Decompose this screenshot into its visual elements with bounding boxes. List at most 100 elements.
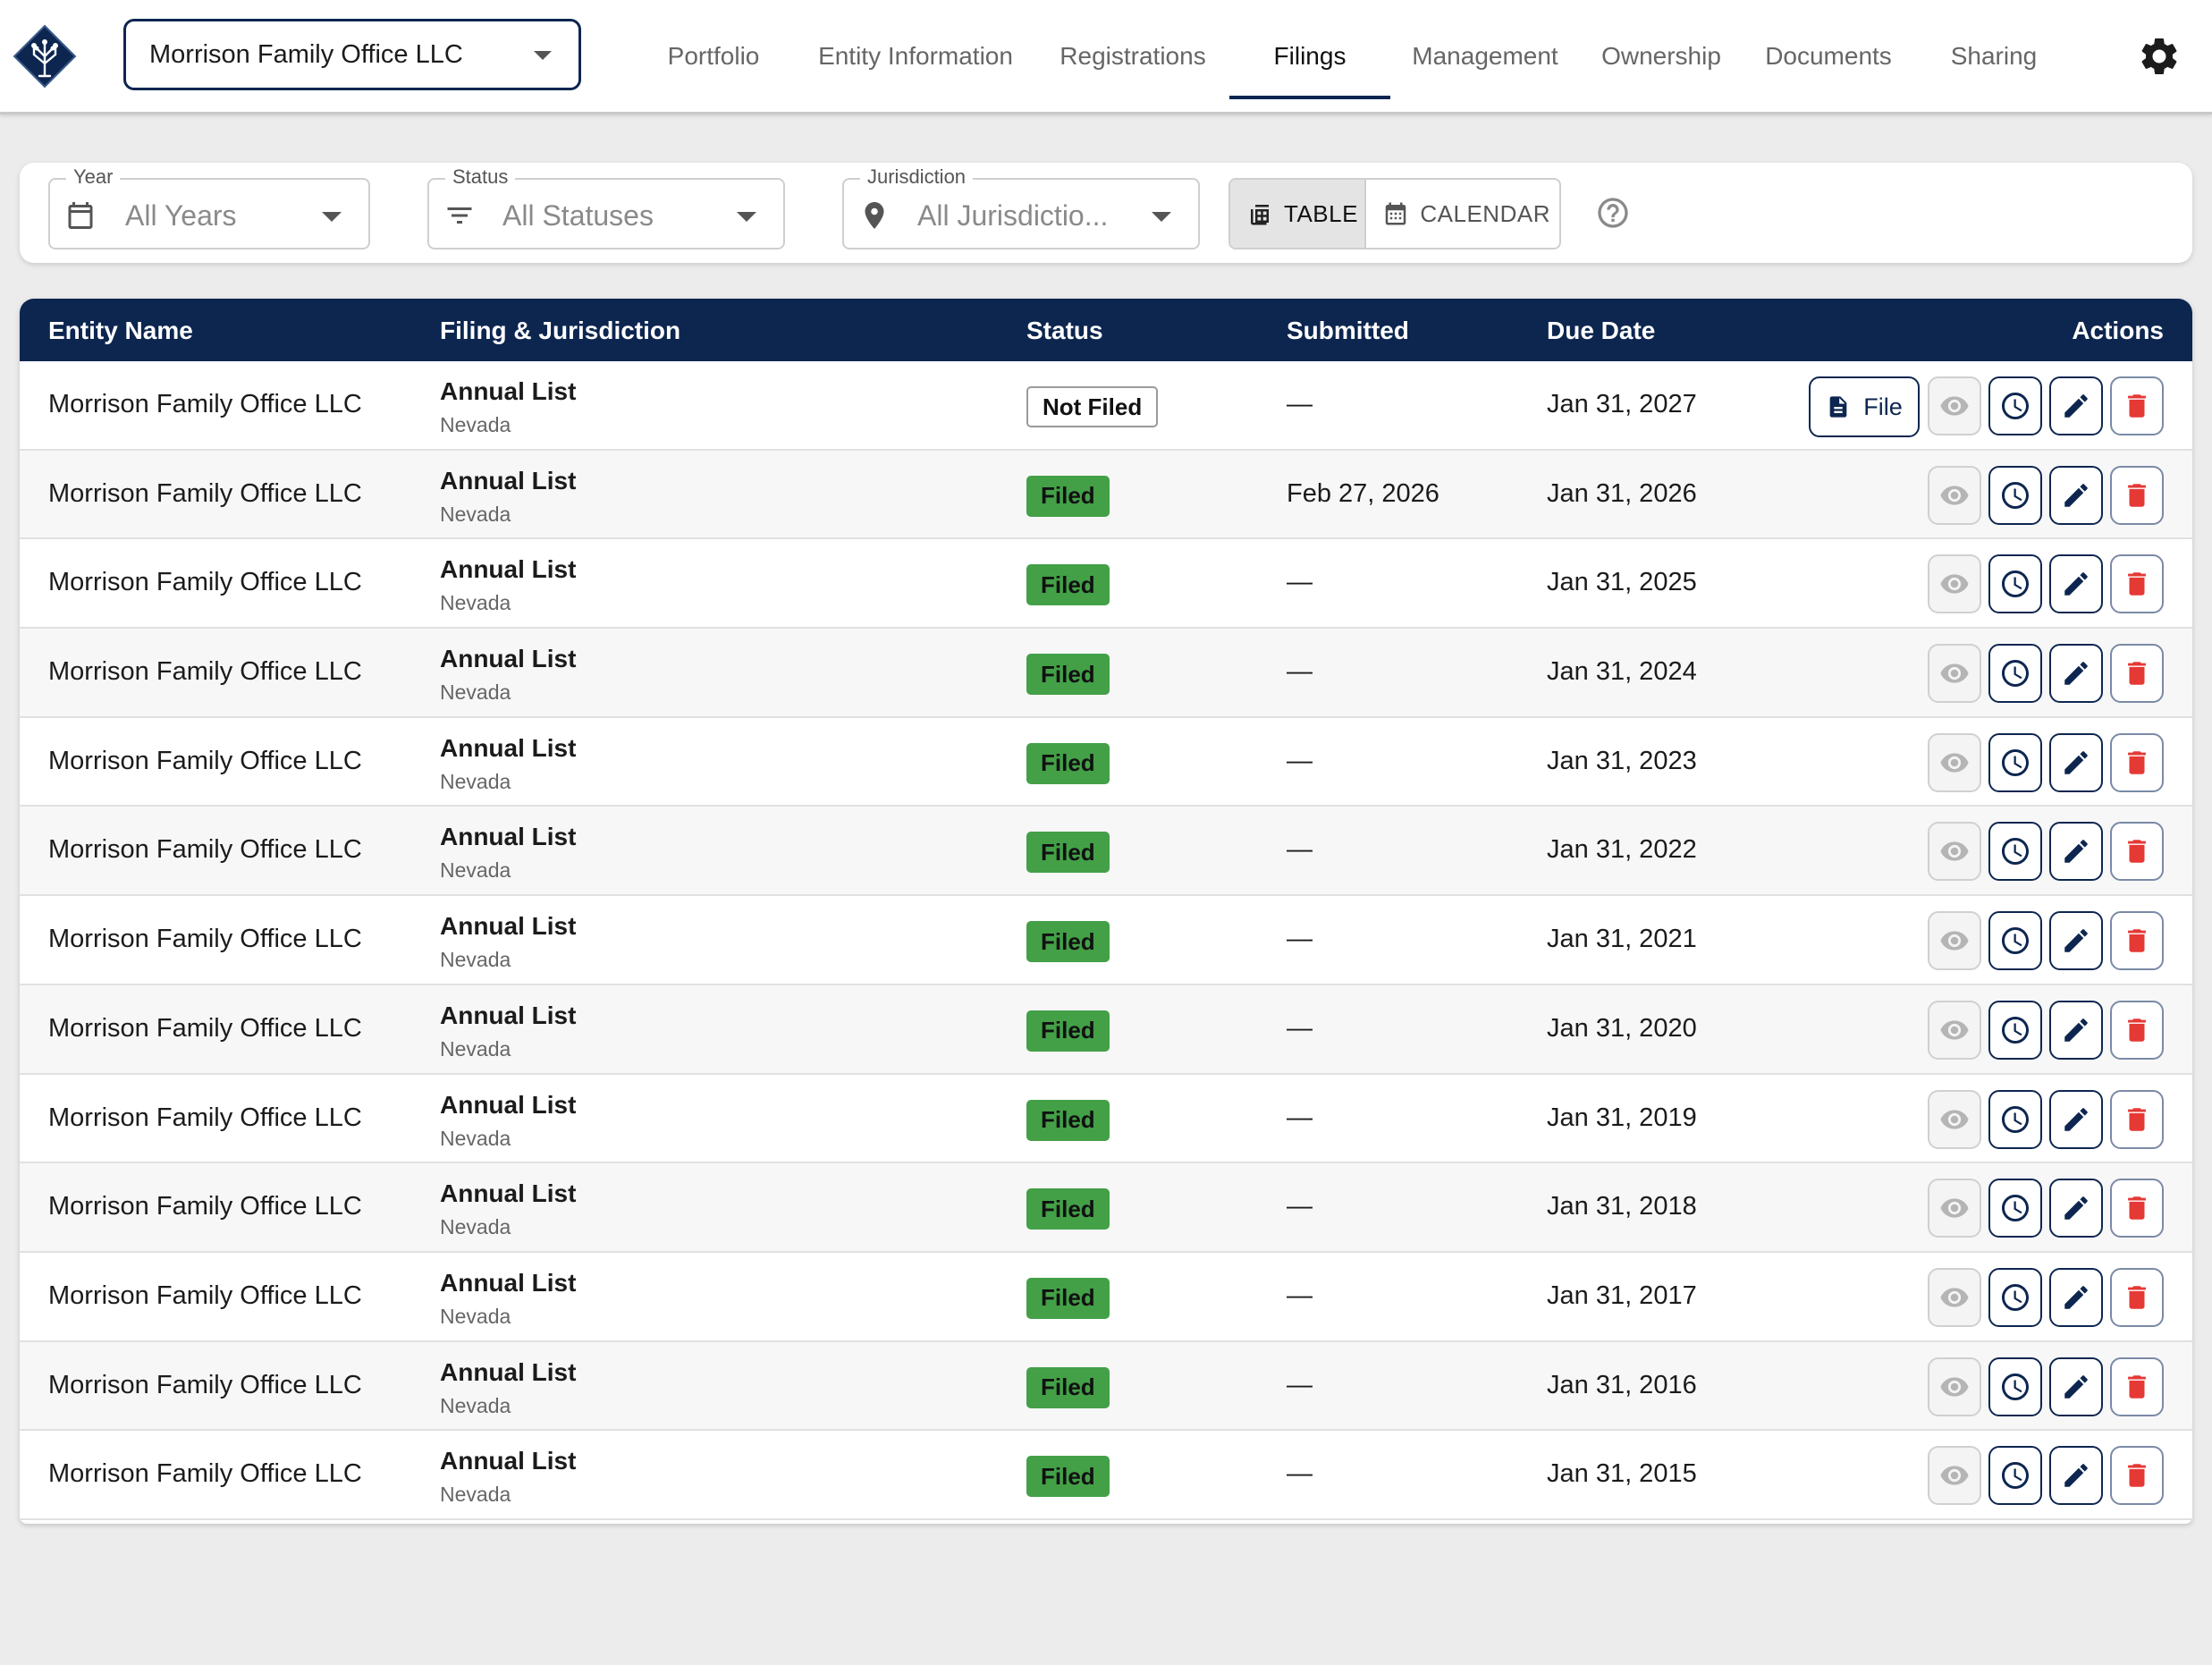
view-button[interactable] <box>1928 911 1981 971</box>
delete-button[interactable] <box>2110 732 2164 792</box>
jurisdiction-cell: Nevada <box>440 858 511 883</box>
tab-documents[interactable]: Documents <box>1765 41 1892 70</box>
view-button[interactable] <box>1928 1267 1981 1327</box>
year-filter-dropdown[interactable]: Year All Years <box>48 165 370 249</box>
view-button[interactable] <box>1928 465 1981 525</box>
history-button[interactable] <box>1988 1446 2042 1506</box>
history-button[interactable] <box>1988 911 2042 971</box>
view-button[interactable] <box>1928 1089 1981 1149</box>
history-button[interactable] <box>1988 1089 2042 1149</box>
delete-button[interactable] <box>2110 1446 2164 1506</box>
delete-button[interactable] <box>2110 554 2164 614</box>
jurisdiction-filter-dropdown[interactable]: Jurisdiction All Jurisdictio... <box>842 165 1200 249</box>
column-header-entity[interactable]: Entity Name <box>48 317 193 344</box>
history-button[interactable] <box>1988 1357 2042 1416</box>
edit-button[interactable] <box>2049 554 2103 614</box>
delete-button[interactable] <box>2110 644 2164 704</box>
view-button[interactable] <box>1928 554 1981 614</box>
calendar-icon <box>68 202 93 229</box>
history-button[interactable] <box>1988 376 2042 435</box>
view-button[interactable] <box>1928 1357 1981 1416</box>
delete-button[interactable] <box>2110 1089 2164 1149</box>
clock-icon <box>2002 1373 2029 1400</box>
delete-button[interactable] <box>2110 376 2164 435</box>
tab-registrations[interactable]: Registrations <box>1060 41 1206 70</box>
history-button[interactable] <box>1988 644 2042 704</box>
eye-icon <box>1940 663 1969 683</box>
history-button[interactable] <box>1988 822 2042 882</box>
tab-portfolio[interactable]: Portfolio <box>667 41 760 70</box>
trash-icon <box>2128 840 2146 864</box>
column-header-status[interactable]: Status <box>1026 317 1103 344</box>
submitted-date-cell: — <box>1287 568 1313 597</box>
status-badge: Filed <box>1026 921 1110 963</box>
tab-filings[interactable]: Filings <box>1229 0 1390 112</box>
tab-ownership[interactable]: Ownership <box>1601 41 1721 70</box>
entity-name-cell: Morrison Family Office LLC <box>48 1459 362 1489</box>
delete-button[interactable] <box>2110 1179 2164 1238</box>
table-row: Morrison Family Office LLC Annual List N… <box>20 450 2192 540</box>
clock-icon <box>2002 660 2029 688</box>
pencil-icon <box>2064 1464 2088 1487</box>
edit-button[interactable] <box>2049 1267 2103 1327</box>
table-view-button[interactable]: TABLE <box>1230 180 1367 248</box>
edit-button[interactable] <box>2049 1000 2103 1060</box>
tab-sharing[interactable]: Sharing <box>1950 41 2038 70</box>
history-button[interactable] <box>1988 554 2042 614</box>
status-filter-dropdown[interactable]: Status All Statuses <box>427 165 785 249</box>
help-icon[interactable] <box>1595 195 1631 231</box>
edit-button[interactable] <box>2049 1089 2103 1149</box>
edit-button[interactable] <box>2049 911 2103 971</box>
edit-button[interactable] <box>2049 732 2103 792</box>
status-filter-label: Status <box>445 165 516 189</box>
delete-button[interactable] <box>2110 911 2164 971</box>
table-row: Morrison Family Office LLC Annual List N… <box>20 361 2192 451</box>
view-button[interactable] <box>1928 376 1981 435</box>
delete-button[interactable] <box>2110 1000 2164 1060</box>
tab-management[interactable]: Management <box>1412 41 1558 70</box>
edit-button[interactable] <box>2049 822 2103 882</box>
calendar-grid-icon <box>1386 202 1406 225</box>
file-button[interactable]: File <box>1809 376 1920 437</box>
status-badge: Filed <box>1026 475 1110 517</box>
year-filter-value: All Years <box>125 199 237 232</box>
edit-button[interactable] <box>2049 376 2103 435</box>
tab-entity-information[interactable]: Entity Information <box>818 41 1013 70</box>
column-header-filing[interactable]: Filing & Jurisdiction <box>440 317 681 344</box>
edit-button[interactable] <box>2049 1357 2103 1416</box>
view-button[interactable] <box>1928 1179 1981 1238</box>
history-button[interactable] <box>1988 1000 2042 1060</box>
table-row: Morrison Family Office LLC Annual List N… <box>20 985 2192 1075</box>
column-header-due-date[interactable]: Due Date <box>1547 317 1656 344</box>
trash-icon <box>2128 751 2146 774</box>
view-toggle: TABLE CALENDAR <box>1228 178 1561 249</box>
edit-button[interactable] <box>2049 1446 2103 1506</box>
delete-button[interactable] <box>2110 1357 2164 1416</box>
delete-button[interactable] <box>2110 465 2164 525</box>
jurisdiction-cell: Nevada <box>440 769 511 793</box>
history-button[interactable] <box>1988 465 2042 525</box>
jurisdiction-cell: Nevada <box>440 948 511 972</box>
edit-button[interactable] <box>2049 1179 2103 1238</box>
entity-selector-value: Morrison Family Office LLC <box>149 39 463 69</box>
view-button[interactable] <box>1928 822 1981 882</box>
delete-button[interactable] <box>2110 822 2164 882</box>
column-header-submitted[interactable]: Submitted <box>1287 317 1409 344</box>
edit-button[interactable] <box>2049 644 2103 704</box>
settings-gear-icon[interactable] <box>2137 34 2182 79</box>
table-row: Morrison Family Office LLC Annual List N… <box>20 539 2192 630</box>
company-logo-icon[interactable] <box>13 24 77 89</box>
edit-button[interactable] <box>2049 465 2103 525</box>
view-button[interactable] <box>1928 1000 1981 1060</box>
view-button[interactable] <box>1928 1446 1981 1506</box>
view-button[interactable] <box>1928 644 1981 704</box>
eye-icon <box>1940 1198 1969 1218</box>
history-button[interactable] <box>1988 1267 2042 1327</box>
entity-selector-dropdown[interactable]: Morrison Family Office LLC <box>123 19 581 90</box>
view-button[interactable] <box>1928 732 1981 792</box>
history-button[interactable] <box>1988 1179 2042 1238</box>
delete-button[interactable] <box>2110 1267 2164 1327</box>
calendar-view-button[interactable]: CALENDAR <box>1366 180 1559 248</box>
submitted-date-cell: — <box>1287 1370 1313 1399</box>
history-button[interactable] <box>1988 732 2042 792</box>
